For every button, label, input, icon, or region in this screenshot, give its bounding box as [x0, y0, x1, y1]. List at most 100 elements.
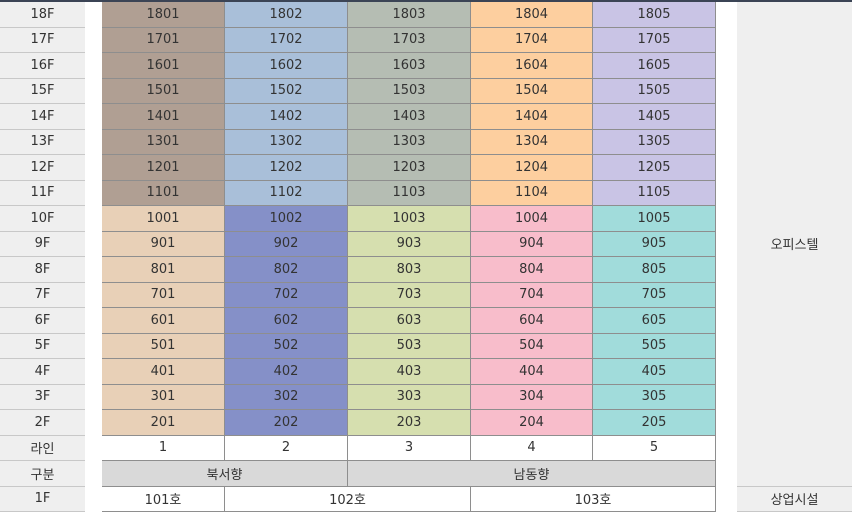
ground-unit: 102호 — [225, 486, 471, 512]
floor-label: 16F — [0, 53, 85, 79]
unit-cell: 1802 — [225, 2, 348, 28]
unit-cell: 702 — [225, 282, 348, 308]
unit-cell: 202 — [225, 410, 348, 436]
unit-cell: 1005 — [593, 206, 716, 232]
unit-cell: 705 — [593, 282, 716, 308]
unit-cell: 1503 — [348, 78, 471, 104]
line-number: 4 — [471, 435, 593, 461]
unit-cell: 503 — [348, 333, 471, 359]
floor-label: 10F — [0, 206, 85, 232]
unit-cell: 1502 — [225, 78, 348, 104]
floor-label: 15F — [0, 78, 85, 104]
unit-cell: 201 — [102, 410, 225, 436]
unit-cell: 1303 — [348, 129, 471, 155]
unit-cell: 505 — [593, 333, 716, 359]
floor-label: 12F — [0, 155, 85, 181]
unit-cell: 303 — [348, 384, 471, 410]
floor-label: 13F — [0, 129, 85, 155]
unit-cell: 1805 — [593, 2, 716, 28]
unit-cell: 305 — [593, 384, 716, 410]
unit-cell: 403 — [348, 359, 471, 385]
unit-cell: 1203 — [348, 155, 471, 181]
unit-cell: 1604 — [471, 53, 593, 79]
unit-cell: 1704 — [471, 27, 593, 53]
floor-label: 18F — [0, 2, 85, 28]
unit-cell: 205 — [593, 410, 716, 436]
floor-label: 14F — [0, 104, 85, 130]
line-number: 5 — [593, 435, 716, 461]
top-rule — [0, 0, 852, 2]
unit-cell: 1305 — [593, 129, 716, 155]
floor-label: 3F — [0, 384, 85, 410]
unit-cell: 402 — [225, 359, 348, 385]
unit-cell: 1702 — [225, 27, 348, 53]
floor-label: 4F — [0, 359, 85, 385]
unit-cell: 1504 — [471, 78, 593, 104]
unit-cell: 301 — [102, 384, 225, 410]
use-label: 상업시설 — [737, 486, 852, 512]
unit-cell: 1605 — [593, 53, 716, 79]
unit-cell: 603 — [348, 308, 471, 334]
unit-cell: 1402 — [225, 104, 348, 130]
unit-cell: 1205 — [593, 155, 716, 181]
unit-cell: 801 — [102, 257, 225, 283]
unit-cell: 803 — [348, 257, 471, 283]
ground-unit: 101호 — [102, 486, 225, 512]
unit-cell: 1105 — [593, 180, 716, 206]
unit-cell: 1304 — [471, 129, 593, 155]
unit-cell: 703 — [348, 282, 471, 308]
unit-cell: 401 — [102, 359, 225, 385]
unit-cell: 404 — [471, 359, 593, 385]
unit-cell: 501 — [102, 333, 225, 359]
line-number: 3 — [348, 435, 471, 461]
unit-cell: 1101 — [102, 180, 225, 206]
orientation: 북서향 — [102, 461, 348, 487]
floor-label: 7F — [0, 282, 85, 308]
use-label: 오피스텔 — [737, 2, 852, 487]
floor-label: 5F — [0, 333, 85, 359]
unit-cell: 1505 — [593, 78, 716, 104]
unit-cell: 1302 — [225, 129, 348, 155]
unit-cell: 1102 — [225, 180, 348, 206]
floor-label: 라인 — [0, 435, 85, 461]
floor-label: 구분 — [0, 461, 85, 487]
unit-cell: 1705 — [593, 27, 716, 53]
unit-cell: 601 — [102, 308, 225, 334]
unit-cell: 1201 — [102, 155, 225, 181]
floor-label: 8F — [0, 257, 85, 283]
unit-cell: 302 — [225, 384, 348, 410]
ground-unit: 103호 — [471, 486, 716, 512]
floor-label: 2F — [0, 410, 85, 436]
unit-cell: 1001 — [102, 206, 225, 232]
unit-cell: 1202 — [225, 155, 348, 181]
unit-cell: 902 — [225, 231, 348, 257]
unit-cell: 804 — [471, 257, 593, 283]
floor-label: 9F — [0, 231, 85, 257]
unit-cell: 1002 — [225, 206, 348, 232]
unit-cell: 304 — [471, 384, 593, 410]
unit-cell: 602 — [225, 308, 348, 334]
line-number: 1 — [102, 435, 225, 461]
unit-cell: 1804 — [471, 2, 593, 28]
floor-label: 6F — [0, 308, 85, 334]
unit-cell: 605 — [593, 308, 716, 334]
unit-cell: 1003 — [348, 206, 471, 232]
floor-label: 1F — [0, 486, 85, 512]
unit-cell: 704 — [471, 282, 593, 308]
unit-cell: 805 — [593, 257, 716, 283]
unit-cell: 1701 — [102, 27, 225, 53]
unit-cell: 1603 — [348, 53, 471, 79]
unit-cell: 502 — [225, 333, 348, 359]
unit-cell: 1401 — [102, 104, 225, 130]
floor-label: 11F — [0, 180, 85, 206]
unit-cell: 701 — [102, 282, 225, 308]
unit-cell: 1801 — [102, 2, 225, 28]
unit-cell: 903 — [348, 231, 471, 257]
unit-cell: 901 — [102, 231, 225, 257]
unit-cell: 504 — [471, 333, 593, 359]
unit-cell: 802 — [225, 257, 348, 283]
unit-cell: 203 — [348, 410, 471, 436]
line-number: 2 — [225, 435, 348, 461]
unit-cell: 604 — [471, 308, 593, 334]
